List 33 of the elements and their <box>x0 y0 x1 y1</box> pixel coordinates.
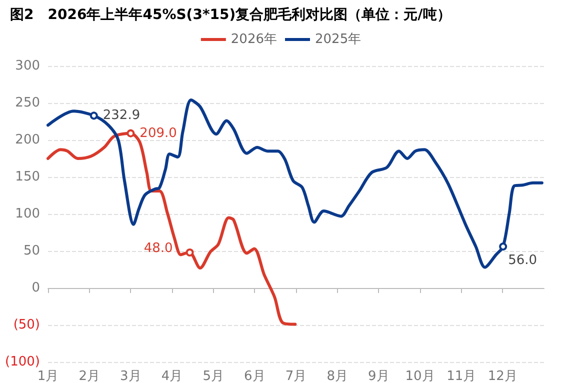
data-label: 209.0 <box>140 126 177 141</box>
x-tick-label: 1月 <box>37 369 59 383</box>
y-tick-label: 100 <box>15 206 40 222</box>
x-tick-label: 2月 <box>78 369 100 383</box>
y-tick-label: 150 <box>15 170 40 184</box>
y-tick-label: (100) <box>5 354 40 370</box>
y-tick-label: 250 <box>15 96 40 110</box>
x-tick-label: 4月 <box>161 369 183 383</box>
x-tick-label: 6月 <box>244 369 266 383</box>
y-tick-label: 200 <box>15 132 40 148</box>
y-tick-label: 50 <box>23 244 40 258</box>
point <box>90 112 98 120</box>
y-tick-label: 300 <box>15 58 40 74</box>
line-series <box>46 98 544 269</box>
point <box>186 248 194 256</box>
x-tick-label: 11月 <box>446 369 476 383</box>
x-tick-label: 8月 <box>326 369 348 383</box>
point <box>126 129 135 138</box>
data-label: 232.9 <box>102 108 140 124</box>
legend-label: 2025年 <box>315 32 362 47</box>
x-tick-label: 5月 <box>202 369 224 383</box>
data-label: 56.0 <box>508 253 538 268</box>
y-tick-label: 0 <box>32 280 40 296</box>
x-tick-label: 10月 <box>405 369 435 383</box>
x-tick-label: 12月 <box>488 369 518 383</box>
x-tick-label: 9月 <box>368 369 390 383</box>
x-tick-label: 7月 <box>285 369 307 383</box>
point <box>499 242 508 251</box>
legend-label: 2026年 <box>230 32 278 47</box>
x-tick-label: 3月 <box>120 369 142 383</box>
y-tick-label: (50) <box>13 318 40 332</box>
chart-title: 图2 2026年上半年45%S(3*15)复合肥毛利对比图（单位：元/吨） <box>9 6 452 25</box>
data-label: 48.0 <box>144 240 173 256</box>
